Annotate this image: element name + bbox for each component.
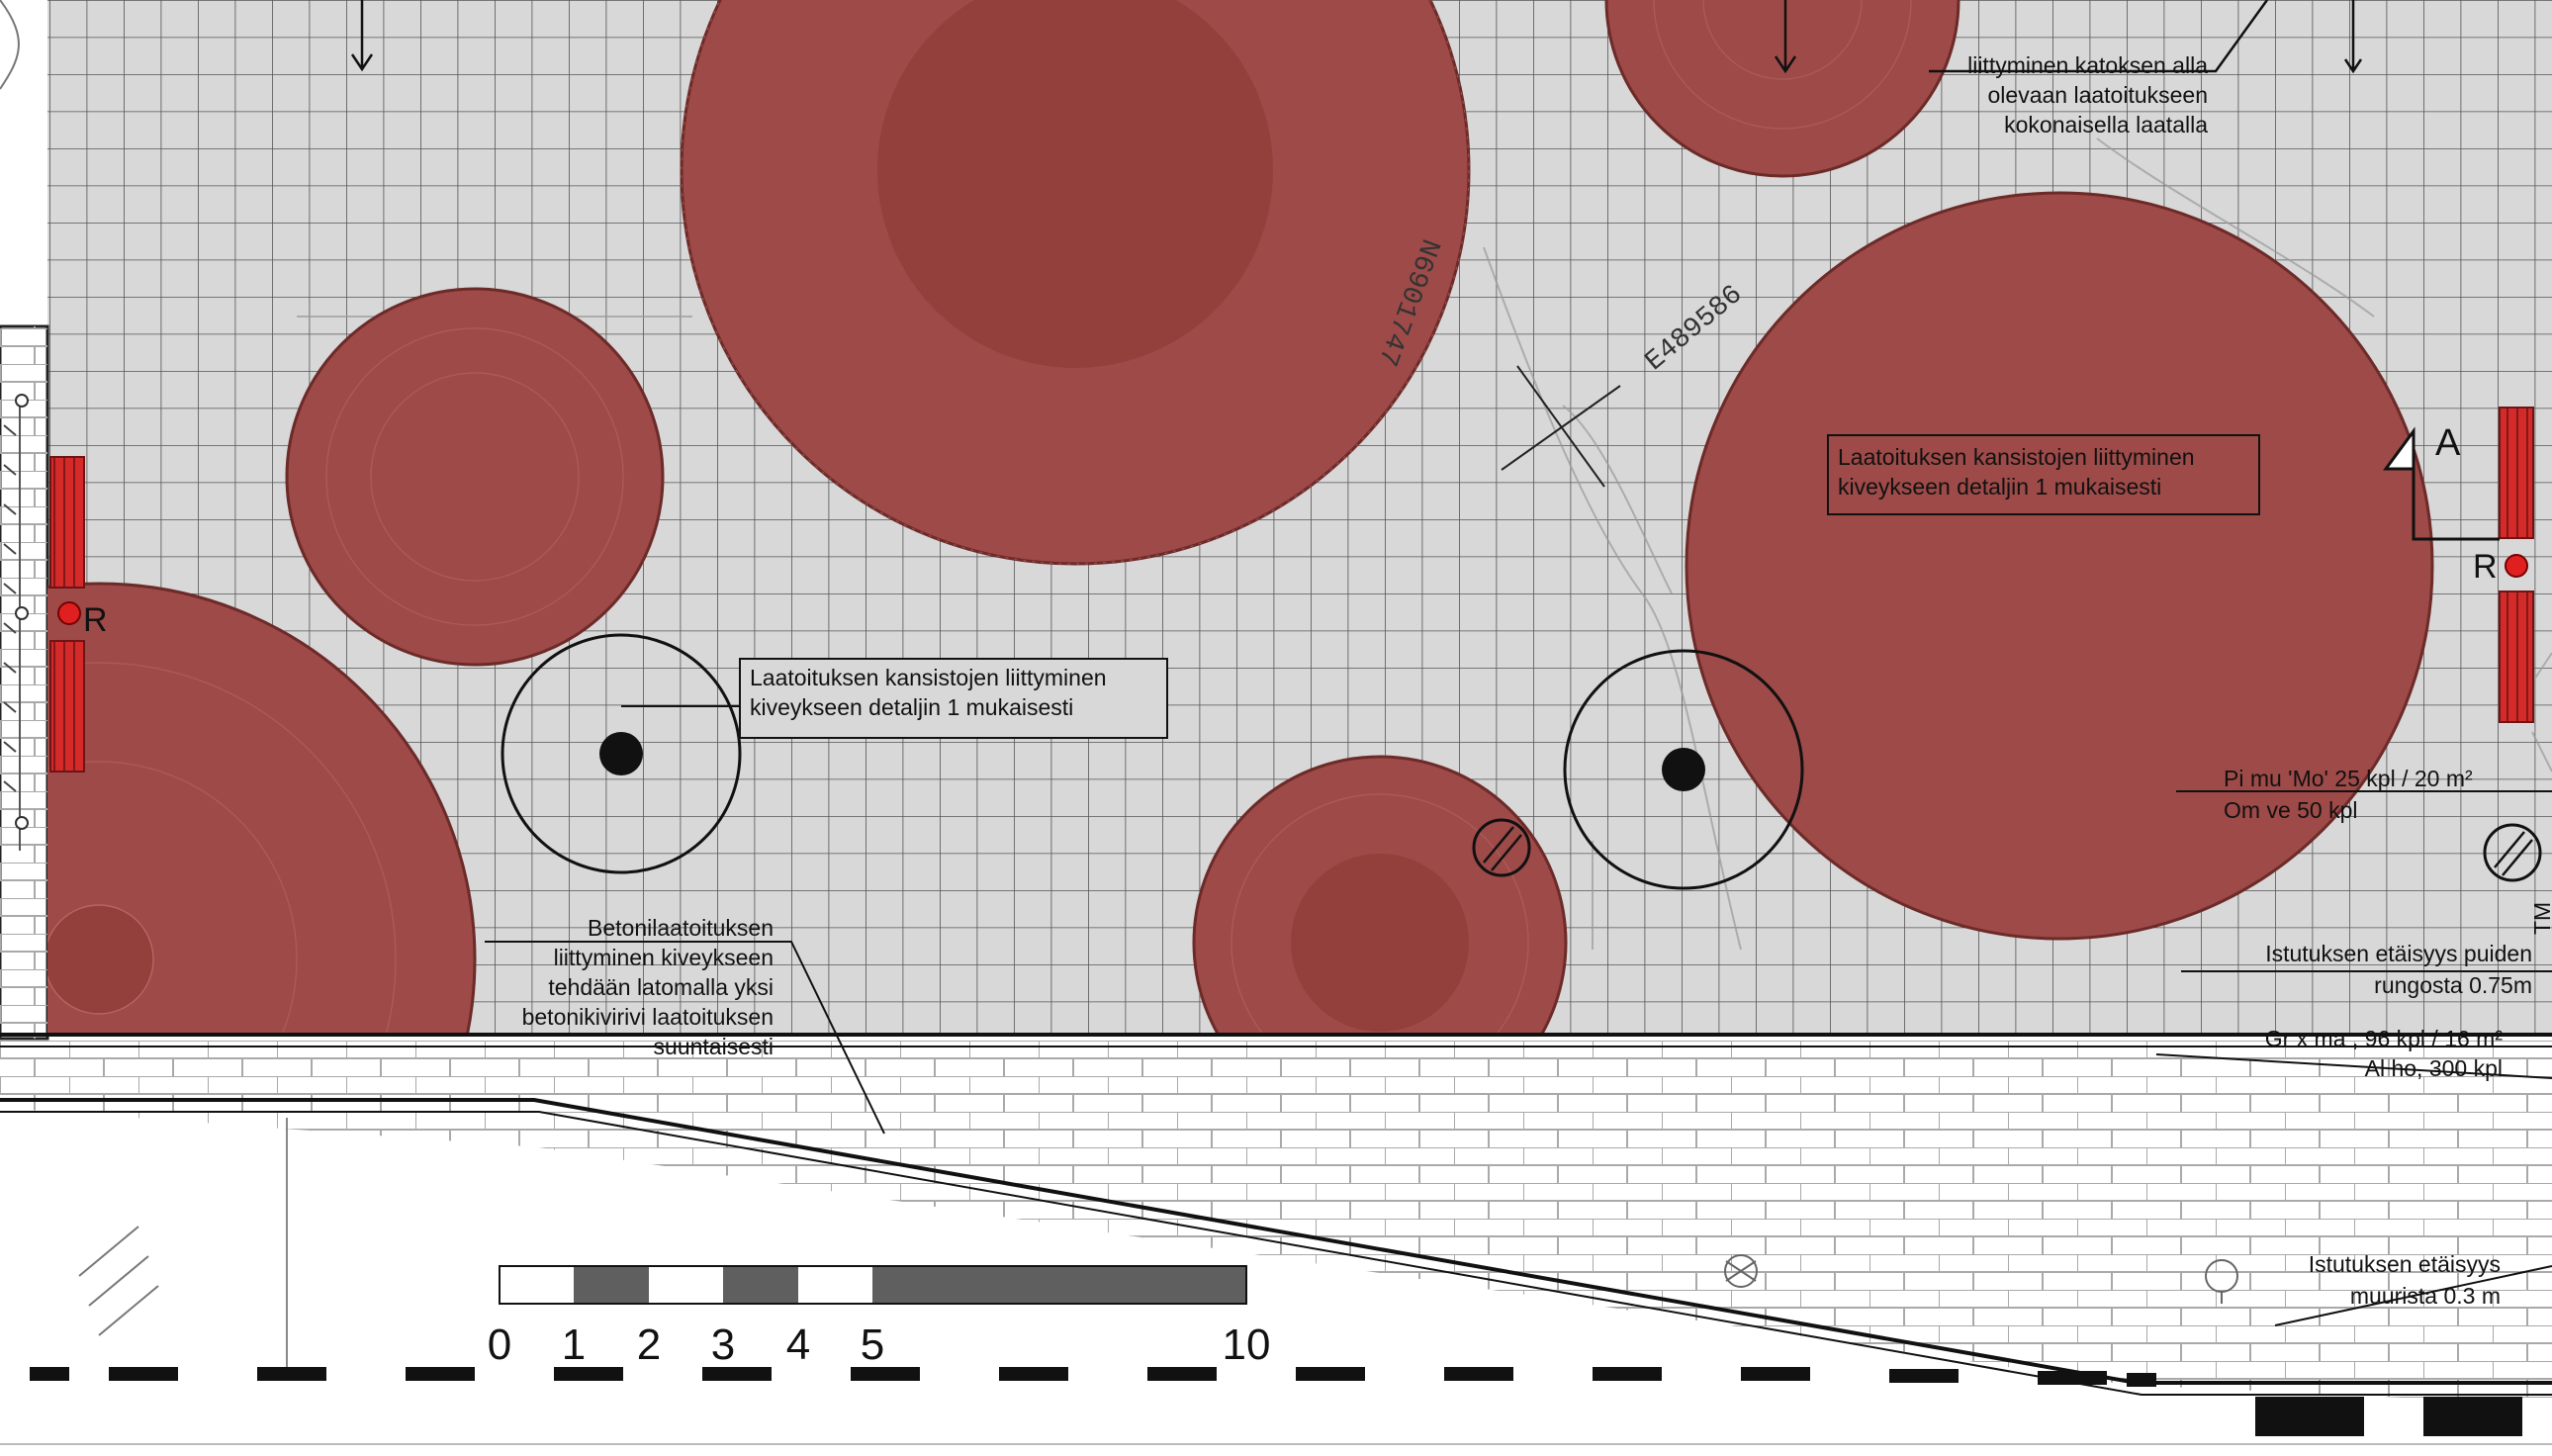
rain-dot-left: [57, 601, 81, 625]
scale-label-2: 2: [637, 1320, 661, 1369]
note-box: [1827, 434, 2260, 515]
rain-dot-right: [2505, 554, 2528, 578]
scale-label-5: 5: [861, 1320, 884, 1369]
concrete-joint-note: Betonilaatoituksen liittyminen kiveykseen…: [522, 915, 774, 1059]
survey-point-cross: [1501, 365, 1621, 488]
dashed-boundary: [30, 1367, 2522, 1436]
tree-canopy: [47, 582, 477, 1035]
manhole-left: [501, 633, 742, 874]
planting-note-1: Pi mu 'Mo' 25 kpl / 20 m² Om ve 50 kpl: [2224, 766, 2473, 823]
tree-canopy: [285, 287, 665, 667]
manhole-right: [1563, 649, 1804, 890]
background-linework: [297, 137, 2552, 951]
road-area: [0, 1118, 2552, 1445]
tree-canopy: [1685, 191, 2434, 941]
drain-symbol: [1472, 818, 1531, 877]
canopy-joint-note: liittyminen katoksen alla olevaan laatoit…: [1967, 52, 2208, 137]
brick-paving-strip: [0, 1033, 2552, 1405]
rain-label-right: R: [2473, 548, 2498, 586]
bench-right: [2499, 407, 2534, 723]
scale-label-10: 10: [1223, 1320, 1271, 1369]
scale-label-0: 0: [488, 1320, 511, 1369]
flow-arrows: [350, 0, 2363, 74]
tm-label: TM: [2529, 902, 2552, 935]
scale-label-1: 1: [562, 1320, 586, 1369]
leader-lines: [485, 705, 2552, 1326]
tree-canopy: [1192, 755, 1568, 1035]
left-wall: [0, 0, 49, 1041]
tree-canopy: [680, 0, 1471, 566]
section-marker: [2383, 426, 2500, 541]
manhole-note-right: Laatoituksen kansistojen liittyminen kive…: [1838, 444, 2195, 500]
section-label: A: [2435, 422, 2461, 464]
scale-label-3: 3: [711, 1320, 735, 1369]
planting-distance-trees-note: Istutuksen etäisyys puiden rungosta 0.75m: [2265, 941, 2532, 998]
note-box: [739, 658, 1168, 739]
scale-label-4: 4: [786, 1320, 810, 1369]
tree-canopies: [47, 0, 2434, 1035]
manhole-note-left: Laatoituksen kansistojen liittyminen kive…: [750, 665, 1107, 720]
bench-left: [49, 456, 85, 773]
planting-distance-wall-note: Istutuksen etäisyys muurista 0.3 m: [2309, 1251, 2501, 1309]
planting-note-2: Gr x ma , 96 kpl / 16 m² Al ho, 300 kpl: [2265, 1026, 2504, 1081]
drain-symbol: [2483, 823, 2542, 882]
rain-label-left: R: [83, 601, 108, 639]
tree-canopy: [1604, 0, 1960, 178]
lamp-symbol: [1724, 1254, 2238, 1304]
scale-bar: [499, 1265, 1247, 1305]
